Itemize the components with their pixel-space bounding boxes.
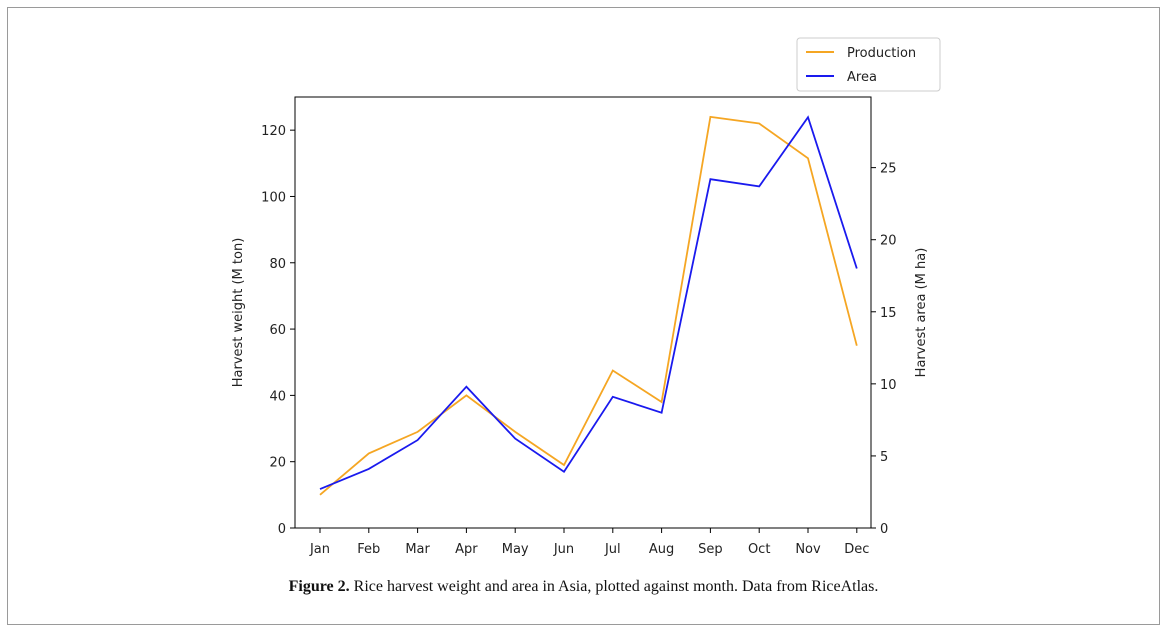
- y-tick-label-left: 120: [261, 124, 286, 139]
- legend-label: Production: [847, 46, 916, 61]
- caption-text: Rice harvest weight and area in Asia, pl…: [349, 578, 879, 595]
- y-tick-label-left: 60: [269, 323, 286, 338]
- series-line-production: [319, 115, 858, 496]
- x-tick-label: Dec: [844, 542, 869, 557]
- x-tick-label: Apr: [455, 542, 478, 557]
- y-tick-label-left: 80: [269, 257, 286, 272]
- y-tick-label-left: 100: [261, 190, 286, 205]
- x-tick-label: Nov: [795, 542, 821, 557]
- figure-caption: Figure 2. Rice harvest weight and area i…: [0, 578, 1167, 596]
- y-tick-label-right: 5: [880, 450, 888, 465]
- x-tick-label: Jul: [604, 542, 621, 557]
- series-line-area: [319, 115, 858, 490]
- legend-label: Area: [847, 70, 877, 85]
- y-tick-label-right: 15: [880, 306, 897, 321]
- y-tick-label-right: 25: [880, 162, 897, 177]
- x-tick-label: Aug: [649, 542, 674, 557]
- x-tick-label: Sep: [698, 542, 723, 557]
- y-tick-label-right: 10: [880, 378, 897, 393]
- x-tick-label: Jan: [309, 542, 330, 557]
- x-tick-label: Jun: [553, 542, 574, 557]
- y-axis-label-left: Harvest weight (M ton): [231, 238, 246, 388]
- figure-frame: [7, 7, 1160, 625]
- y-tick-label-left: 0: [278, 522, 286, 537]
- y-axis-label-right: Harvest area (M ha): [914, 248, 929, 378]
- x-tick-label: May: [502, 542, 529, 557]
- y-tick-label-right: 20: [880, 234, 897, 249]
- x-tick-label: Feb: [357, 542, 380, 557]
- chart-svg: Jan Feb Mar Apr May Jun Jul Aug Sep Oct Nov Dec 0 20 4…: [231, 37, 941, 557]
- x-tick-label: Oct: [748, 542, 770, 557]
- y-tick-label-left: 20: [269, 456, 286, 471]
- y-tick-label-right: 0: [880, 522, 888, 537]
- plot-frame: [294, 96, 872, 529]
- caption-label: Figure 2.: [288, 578, 350, 595]
- x-tick-label: Mar: [405, 542, 430, 557]
- y-tick-label-left: 40: [269, 389, 286, 404]
